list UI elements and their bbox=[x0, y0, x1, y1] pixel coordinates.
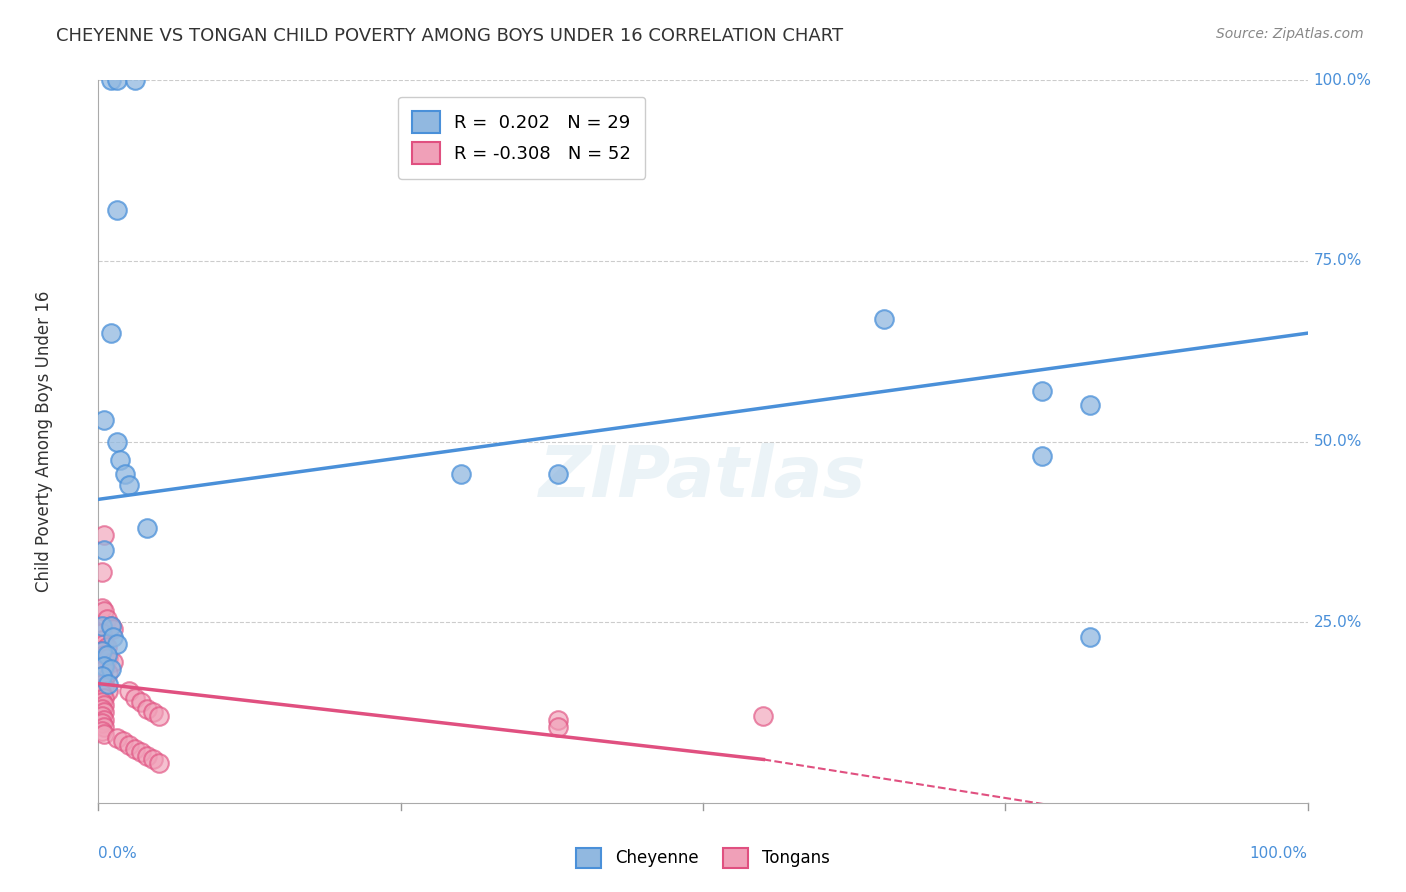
Point bbox=[129, 745, 152, 759]
Point bbox=[105, 73, 128, 87]
Point bbox=[91, 687, 114, 701]
Point bbox=[100, 619, 122, 633]
Point bbox=[96, 611, 118, 625]
Point bbox=[118, 738, 141, 752]
Point bbox=[93, 413, 115, 427]
Point bbox=[91, 600, 114, 615]
Point bbox=[547, 713, 569, 727]
Point bbox=[135, 702, 157, 716]
Point bbox=[93, 662, 115, 676]
Point bbox=[93, 604, 115, 618]
Point bbox=[91, 695, 114, 709]
Point bbox=[91, 669, 114, 683]
Point bbox=[93, 637, 115, 651]
Point bbox=[91, 565, 114, 579]
Point bbox=[93, 713, 115, 727]
Point bbox=[124, 691, 146, 706]
Legend: R =  0.202   N = 29, R = -0.308   N = 52: R = 0.202 N = 29, R = -0.308 N = 52 bbox=[398, 96, 645, 178]
Point bbox=[97, 683, 120, 698]
Point bbox=[93, 698, 115, 713]
Point bbox=[752, 709, 775, 723]
Point bbox=[96, 640, 118, 655]
Text: ZIPatlas: ZIPatlas bbox=[540, 443, 866, 512]
Point bbox=[547, 720, 569, 734]
Point bbox=[148, 756, 170, 770]
Point bbox=[93, 720, 115, 734]
Text: 0.0%: 0.0% bbox=[98, 847, 138, 861]
Point bbox=[148, 709, 170, 723]
Text: 100.0%: 100.0% bbox=[1250, 847, 1308, 861]
Legend: Cheyenne, Tongans: Cheyenne, Tongans bbox=[569, 841, 837, 875]
Point bbox=[91, 723, 114, 738]
Point bbox=[105, 434, 128, 449]
Point bbox=[114, 467, 136, 481]
Point bbox=[100, 619, 122, 633]
Point bbox=[1078, 630, 1101, 644]
Point bbox=[91, 633, 114, 648]
Point bbox=[450, 467, 472, 481]
Text: 50.0%: 50.0% bbox=[1313, 434, 1362, 449]
Point bbox=[108, 452, 131, 467]
Point bbox=[91, 658, 114, 673]
Point bbox=[93, 727, 115, 741]
Point bbox=[93, 528, 115, 542]
Point bbox=[91, 709, 114, 723]
Point bbox=[105, 731, 128, 745]
Point bbox=[97, 651, 120, 665]
Point bbox=[873, 311, 896, 326]
Point bbox=[142, 752, 165, 766]
Point bbox=[1031, 449, 1053, 463]
Point bbox=[105, 637, 128, 651]
Text: CHEYENNE VS TONGAN CHILD POVERTY AMONG BOYS UNDER 16 CORRELATION CHART: CHEYENNE VS TONGAN CHILD POVERTY AMONG B… bbox=[56, 27, 844, 45]
Point bbox=[96, 648, 118, 662]
Point bbox=[105, 203, 128, 218]
Point bbox=[91, 626, 114, 640]
Point bbox=[124, 73, 146, 87]
Text: Source: ZipAtlas.com: Source: ZipAtlas.com bbox=[1216, 27, 1364, 41]
Point bbox=[93, 542, 115, 557]
Point bbox=[101, 623, 124, 637]
Point bbox=[91, 676, 114, 690]
Point bbox=[1078, 398, 1101, 412]
Point bbox=[93, 673, 115, 687]
Point bbox=[100, 662, 122, 676]
Point bbox=[97, 665, 120, 680]
Point bbox=[91, 702, 114, 716]
Point bbox=[91, 644, 114, 658]
Point bbox=[93, 680, 115, 694]
Point bbox=[93, 648, 115, 662]
Point bbox=[547, 467, 569, 481]
Point bbox=[1031, 384, 1053, 398]
Point bbox=[135, 521, 157, 535]
Point bbox=[91, 619, 114, 633]
Point bbox=[118, 683, 141, 698]
Point bbox=[100, 326, 122, 340]
Point bbox=[142, 706, 165, 720]
Point bbox=[118, 478, 141, 492]
Text: 75.0%: 75.0% bbox=[1313, 253, 1362, 268]
Point bbox=[93, 658, 115, 673]
Text: 25.0%: 25.0% bbox=[1313, 615, 1362, 630]
Point bbox=[93, 706, 115, 720]
Point bbox=[91, 669, 114, 683]
Point bbox=[97, 676, 120, 690]
Point bbox=[101, 655, 124, 669]
Point bbox=[129, 695, 152, 709]
Text: Child Poverty Among Boys Under 16: Child Poverty Among Boys Under 16 bbox=[35, 291, 53, 592]
Point bbox=[93, 691, 115, 706]
Point bbox=[91, 644, 114, 658]
Point bbox=[101, 630, 124, 644]
Point bbox=[135, 748, 157, 763]
Text: 100.0%: 100.0% bbox=[1313, 73, 1372, 87]
Point bbox=[100, 73, 122, 87]
Point bbox=[124, 741, 146, 756]
Point bbox=[111, 734, 134, 748]
Point bbox=[91, 716, 114, 731]
